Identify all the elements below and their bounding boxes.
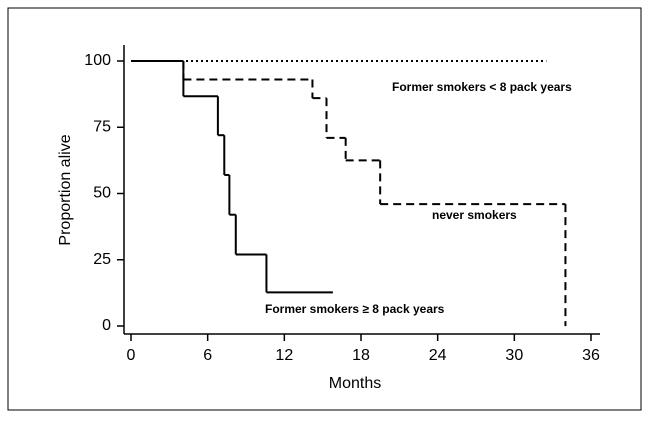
y-tick-label: 50 bbox=[93, 185, 111, 202]
x-tick-label: 24 bbox=[429, 347, 447, 364]
y-tick-label: 100 bbox=[84, 52, 111, 69]
x-tick-label: 30 bbox=[505, 347, 523, 364]
y-tick-label: 75 bbox=[93, 118, 111, 135]
x-tick-label: 0 bbox=[127, 347, 136, 364]
x-axis-label: Months bbox=[329, 375, 381, 392]
x-tick-label: 18 bbox=[352, 347, 370, 364]
x-tick-label: 36 bbox=[582, 347, 600, 364]
x-tick-label: 12 bbox=[275, 347, 293, 364]
series-label: never smokers bbox=[432, 208, 517, 222]
y-axis-label: Proportion alive bbox=[57, 134, 74, 245]
y-tick-label: 25 bbox=[93, 251, 111, 268]
series-label: Former smokers < 8 pack years bbox=[392, 80, 572, 94]
frame bbox=[7, 7, 642, 411]
x-tick-label: 6 bbox=[203, 347, 212, 364]
y-tick-label: 0 bbox=[102, 317, 111, 334]
series-label: Former smokers ≥ 8 pack years bbox=[265, 302, 445, 316]
